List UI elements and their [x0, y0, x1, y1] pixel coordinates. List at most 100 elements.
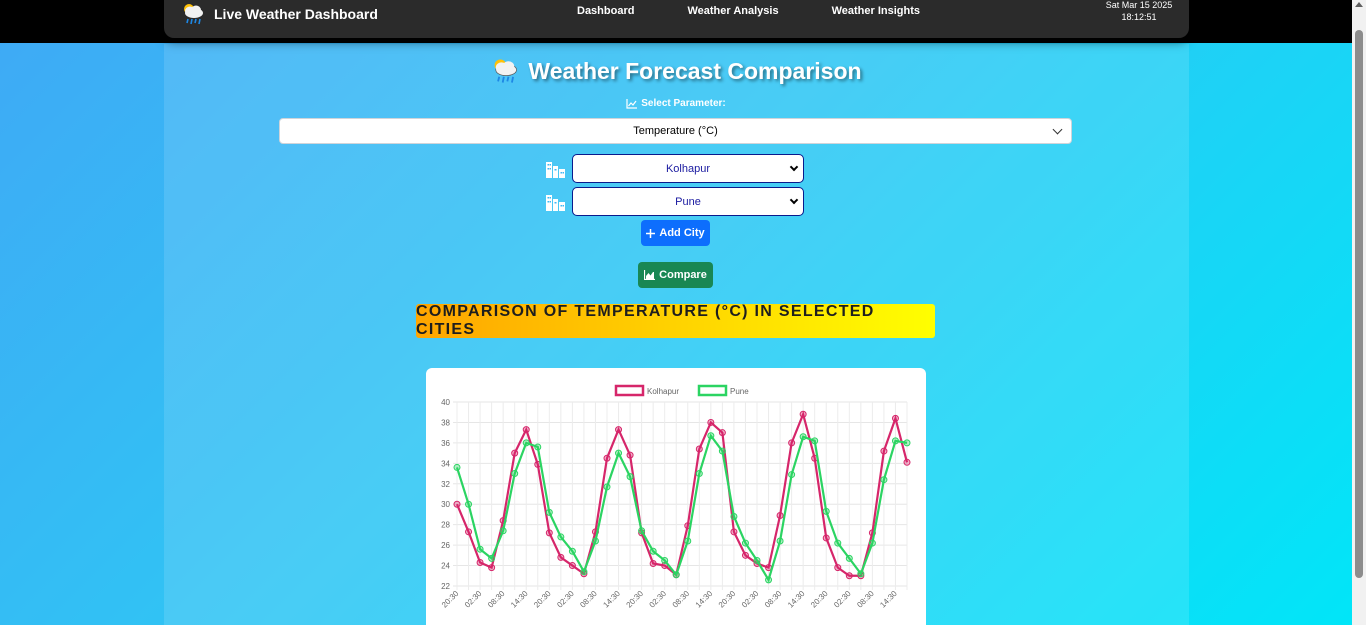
data-point: [626, 451, 634, 459]
data-point: [672, 571, 680, 579]
data-point: [511, 449, 519, 457]
data-point: [638, 527, 646, 535]
city-row-1: Kolhapur: [545, 154, 805, 183]
data-point: [453, 463, 461, 471]
data-point: [522, 426, 530, 434]
x-tick-label: 02:30: [740, 589, 761, 610]
x-tick-label: 08:30: [855, 589, 876, 610]
data-point: [845, 554, 853, 562]
nav-link-weather-insights[interactable]: Weather Insights: [831, 5, 920, 17]
scroll-thumb[interactable]: [1355, 30, 1363, 578]
city-icon: [546, 194, 565, 211]
data-point: [880, 447, 888, 455]
navbar: Live Weather Dashboard Dashboard Weather…: [164, 0, 1189, 38]
city-select-1-value: Kolhapur: [665, 162, 711, 175]
brand[interactable]: Live Weather Dashboard: [180, 0, 378, 28]
chevron-down-icon: [789, 195, 799, 205]
data-point: [903, 439, 911, 447]
legend-label-kolhapur: Kolhapur: [647, 387, 679, 396]
x-tick-label: 08:30: [578, 589, 599, 610]
data-point: [741, 551, 749, 559]
x-tick-label: 08:30: [486, 589, 507, 610]
data-point: [626, 473, 634, 481]
data-point: [765, 576, 773, 584]
y-tick-label: 28: [441, 521, 450, 530]
city-select-1[interactable]: Kolhapur: [572, 154, 804, 183]
x-tick-label: 20:30: [717, 589, 738, 610]
data-point: [753, 556, 761, 564]
city-icon: [546, 161, 565, 178]
y-tick-label: 38: [441, 418, 450, 427]
data-point: [580, 568, 588, 576]
cloud-rain-sun-icon: [495, 59, 518, 83]
plus-icon: [646, 228, 656, 238]
data-point: [534, 443, 542, 451]
data-point: [845, 572, 853, 580]
parameter-selected-value: Temperature (°C): [633, 125, 718, 137]
brand-title: Live Weather Dashboard: [214, 6, 378, 22]
nav-links: Dashboard Weather Analysis Weather Insig…: [577, 5, 973, 17]
data-point: [695, 445, 703, 453]
add-city-button[interactable]: Add City: [641, 220, 710, 246]
data-point: [465, 528, 473, 536]
data-point: [603, 483, 611, 491]
chevron-down-icon: [789, 162, 799, 172]
data-point: [891, 437, 899, 445]
compare-button[interactable]: Compare: [638, 262, 713, 288]
parameter-select[interactable]: Temperature (°C): [279, 118, 1072, 144]
data-point: [649, 547, 657, 555]
datetime: Sat Mar 15 2025 18:12:51: [1096, 0, 1182, 23]
data-point: [718, 429, 726, 437]
x-tick-label: 20:30: [532, 589, 553, 610]
data-point: [891, 414, 899, 422]
x-tick-label: 08:30: [763, 589, 784, 610]
data-point: [730, 512, 738, 520]
data-point: [799, 433, 807, 441]
data-point: [591, 537, 599, 545]
data-point: [880, 476, 888, 484]
data-point: [615, 449, 623, 457]
y-tick-label: 36: [441, 439, 450, 448]
data-point: [557, 553, 565, 561]
x-tick-label: 02:30: [555, 589, 576, 610]
page-scrollbar[interactable]: [1352, 0, 1366, 625]
y-tick-label: 26: [441, 541, 450, 550]
series-line-pune: [455, 433, 908, 583]
data-point: [707, 418, 715, 426]
nav-link-weather-analysis[interactable]: Weather Analysis: [687, 5, 779, 17]
city-select-2-value: Pune: [675, 195, 701, 208]
data-point: [488, 564, 496, 572]
data-point: [488, 554, 496, 562]
page-title: Weather Forecast Comparison: [528, 57, 862, 84]
current-time: 18:12:51: [1121, 12, 1157, 22]
comparison-banner-text: COMPARISON OF TEMPERATURE (°C) IN SELECT…: [416, 303, 875, 338]
x-tick-label: 20:30: [440, 589, 461, 610]
data-point: [465, 500, 473, 508]
compare-label: Compare: [659, 269, 707, 281]
comparison-banner: COMPARISON OF TEMPERATURE (°C) IN SELECT…: [416, 303, 935, 338]
chart-card: 22 24 26 28 30 32 34 36 38 40 20:30 02:30 08:30 14:30…: [426, 368, 926, 625]
data-point: [557, 533, 565, 541]
data-point: [718, 447, 726, 455]
cloud-rain-sun-icon: [184, 4, 203, 25]
data-point: [834, 539, 842, 547]
y-tick-label: 22: [441, 582, 450, 591]
data-point: [741, 539, 749, 547]
data-point: [545, 529, 553, 537]
x-tick-label: 14:30: [786, 589, 807, 610]
parameter-label: Select Parameter:: [0, 98, 1352, 109]
current-date: Sat Mar 15 2025: [1105, 0, 1173, 10]
chart-area-icon: [644, 270, 656, 280]
data-point: [788, 439, 796, 447]
city-select-2[interactable]: Pune: [572, 187, 804, 216]
nav-link-dashboard[interactable]: Dashboard: [577, 5, 635, 17]
data-point: [568, 562, 576, 570]
scroll-up-arrow-icon[interactable]: [1355, 2, 1363, 7]
x-tick-label: 14:30: [509, 589, 530, 610]
y-tick-label: 40: [441, 398, 450, 407]
data-point: [453, 500, 461, 508]
y-tick-label: 32: [441, 480, 450, 489]
data-point: [695, 470, 703, 478]
x-tick-label: 02:30: [463, 589, 484, 610]
